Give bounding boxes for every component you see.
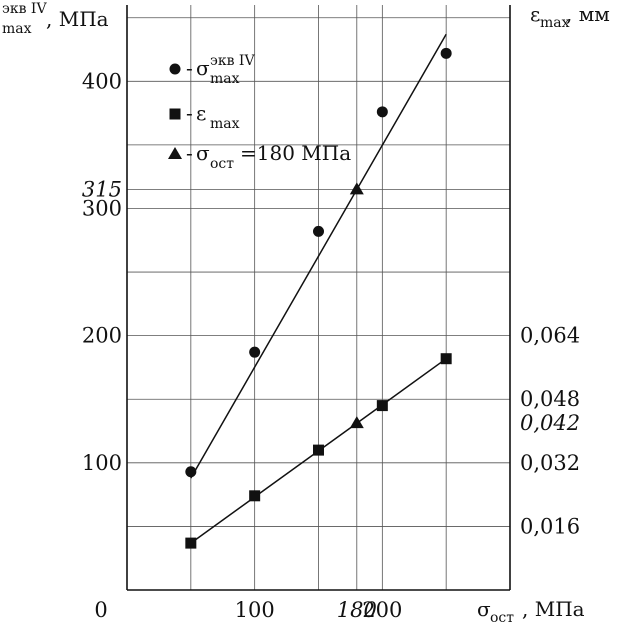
- axes: [126, 5, 511, 591]
- y-right-title-unit: , мм: [566, 2, 610, 26]
- y-right-tick-label: 0,048: [520, 387, 580, 411]
- y-right-tick-label: 0,016: [520, 514, 580, 538]
- data-points: [185, 47, 452, 549]
- triangle-point: [349, 182, 364, 195]
- x-tick-label: 100: [235, 598, 275, 622]
- y-right-title-symbol: ε: [530, 2, 540, 26]
- legend-entry-triangle: - σ ост =180 МПа: [168, 141, 351, 172]
- legend-dash: -: [186, 101, 193, 125]
- x-title-unit: , МПа: [522, 597, 585, 621]
- y-left-axis-title: экв IV max , МПа: [2, 1, 109, 37]
- legend-subscript: ост: [210, 156, 234, 172]
- legend-subscript: max: [210, 71, 240, 87]
- y-left-title-unit: , МПа: [46, 7, 109, 31]
- x-axis-title: σ ост , МПа: [477, 597, 585, 626]
- y-left-tick-label: 300: [82, 196, 122, 220]
- tick-labels: 0 100 1802001002003003154000,0160,0320,042…: [82, 69, 580, 622]
- y-left-tick-label: 100: [82, 451, 122, 475]
- legend-symbol: ε: [196, 101, 206, 125]
- x-tick-label: 200: [362, 598, 402, 622]
- grid: [126, 5, 510, 590]
- trend-line-circle: [190, 33, 447, 479]
- legend-symbol: σ: [196, 56, 210, 80]
- y-right-axis-title: ε max , мм: [530, 2, 610, 31]
- circle-point: [440, 47, 452, 59]
- circle-point: [376, 106, 388, 118]
- y-left-title-subscript: max: [2, 21, 32, 37]
- x-tick-label: 180: [337, 598, 377, 622]
- legend-subscript: max: [210, 116, 240, 132]
- legend-circle-marker: [169, 63, 181, 75]
- y-left-tick-label: 200: [82, 324, 122, 348]
- y-left-tick-label: 400: [82, 69, 122, 93]
- square-point: [376, 400, 388, 412]
- square-point: [249, 490, 261, 502]
- legend-square-marker: [169, 108, 181, 120]
- legend-entry-square: - ε max: [169, 101, 240, 132]
- y-left-title-superscript: экв IV: [2, 1, 47, 17]
- circle-point: [185, 466, 197, 478]
- y-right-title-subscript: max: [540, 15, 570, 31]
- circle-point: [313, 225, 324, 237]
- y-left-tick-label: 315: [82, 177, 122, 201]
- square-point: [185, 537, 197, 549]
- x-title-subscript: ост: [490, 610, 514, 626]
- y-right-tick-label: 0,032: [520, 451, 580, 475]
- legend-suffix: =180 МПа: [240, 141, 351, 165]
- triangle-point: [349, 416, 364, 429]
- legend-superscript: экв IV: [210, 53, 255, 69]
- square-point: [313, 444, 324, 456]
- legend-entry-circle: - σ экв IV max: [169, 53, 255, 87]
- x-tick-label: 0: [94, 598, 107, 622]
- legend-dash: -: [186, 141, 193, 165]
- legend-triangle-marker: [168, 147, 182, 159]
- y-right-tick-label: 0,042: [520, 411, 580, 435]
- y-right-tick-label: 0,064: [520, 324, 580, 348]
- circle-point: [249, 346, 261, 358]
- square-point: [440, 353, 452, 365]
- legend-dash: -: [186, 56, 193, 80]
- x-title-symbol: σ: [477, 597, 491, 621]
- legend-symbol: σ: [196, 141, 210, 165]
